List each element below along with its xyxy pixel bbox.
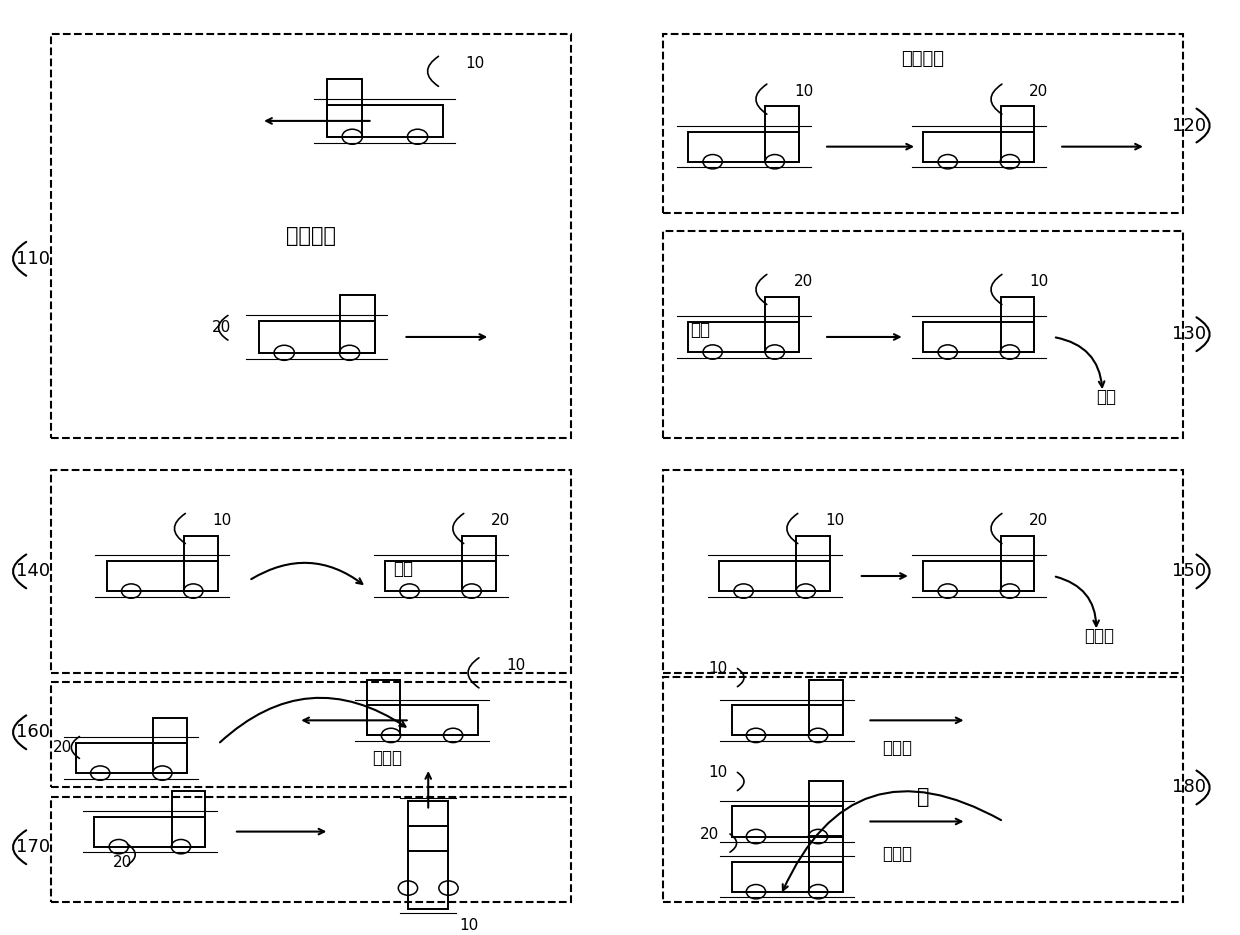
Text: 20: 20 <box>1029 513 1048 528</box>
Text: 障碍物: 障碍物 <box>1084 626 1114 644</box>
Text: 优先: 优先 <box>691 321 711 338</box>
Bar <box>94 816 206 847</box>
Text: 障碍物: 障碍物 <box>882 845 913 863</box>
Bar <box>924 132 1034 162</box>
Bar <box>1001 107 1034 162</box>
Bar <box>367 705 477 736</box>
Text: 20: 20 <box>113 855 131 870</box>
Bar <box>153 718 187 773</box>
Text: 安全间距: 安全间距 <box>285 226 336 246</box>
Text: 10: 10 <box>794 84 813 99</box>
Text: 180: 180 <box>1173 779 1207 797</box>
Bar <box>924 322 1034 352</box>
Bar <box>184 536 218 591</box>
Bar <box>765 107 800 162</box>
Text: 10: 10 <box>1029 275 1048 290</box>
Text: 10: 10 <box>708 661 728 676</box>
Bar <box>808 680 842 736</box>
Bar <box>663 677 1183 902</box>
Text: 140: 140 <box>16 563 51 581</box>
Text: 10: 10 <box>825 513 844 528</box>
Bar <box>340 295 376 352</box>
Bar <box>719 561 830 591</box>
Bar <box>765 296 800 352</box>
Text: 20: 20 <box>699 827 719 842</box>
Bar <box>924 561 1034 591</box>
Bar <box>326 105 443 137</box>
Text: 障碍物: 障碍物 <box>882 739 913 757</box>
Bar <box>732 861 842 892</box>
Bar <box>408 801 449 851</box>
Text: 20: 20 <box>212 321 231 336</box>
Bar <box>171 791 206 847</box>
Bar <box>663 470 1183 672</box>
Bar <box>663 231 1183 439</box>
Text: 10: 10 <box>506 658 526 673</box>
Bar <box>796 536 830 591</box>
Bar <box>732 806 842 837</box>
Bar <box>51 470 570 672</box>
Bar <box>259 321 376 352</box>
Bar <box>326 79 362 137</box>
Text: 安全间距: 安全间距 <box>901 50 945 68</box>
Bar <box>107 561 218 591</box>
Bar <box>808 837 842 892</box>
Bar <box>688 322 800 352</box>
Text: 10: 10 <box>465 56 485 71</box>
Text: 110: 110 <box>16 250 51 267</box>
Text: 10: 10 <box>212 513 232 528</box>
Text: 10: 10 <box>459 918 479 933</box>
Text: 20: 20 <box>794 275 813 290</box>
Text: 120: 120 <box>1172 117 1207 135</box>
Bar <box>1001 536 1034 591</box>
Bar <box>1001 296 1034 352</box>
Bar <box>732 705 842 736</box>
Bar <box>51 682 570 787</box>
Bar <box>51 797 570 902</box>
Bar <box>663 34 1183 213</box>
Text: 10: 10 <box>708 765 728 780</box>
Bar <box>51 34 570 439</box>
Bar <box>367 680 401 736</box>
Text: 或: 或 <box>916 786 929 807</box>
Text: 障碍物: 障碍物 <box>372 749 403 767</box>
Text: 150: 150 <box>1172 563 1207 581</box>
Text: 故障: 故障 <box>393 560 413 578</box>
Bar <box>76 743 187 773</box>
Text: 170: 170 <box>16 838 51 856</box>
Text: 20: 20 <box>52 740 72 755</box>
Bar <box>688 132 800 162</box>
Text: 160: 160 <box>16 724 51 741</box>
Bar <box>808 782 842 837</box>
Bar <box>386 561 496 591</box>
Text: 20: 20 <box>491 513 510 528</box>
Bar <box>463 536 496 591</box>
Text: 130: 130 <box>1172 325 1207 343</box>
Text: 避让: 避让 <box>1096 387 1116 406</box>
Text: 20: 20 <box>1029 84 1048 99</box>
Bar <box>408 827 449 909</box>
